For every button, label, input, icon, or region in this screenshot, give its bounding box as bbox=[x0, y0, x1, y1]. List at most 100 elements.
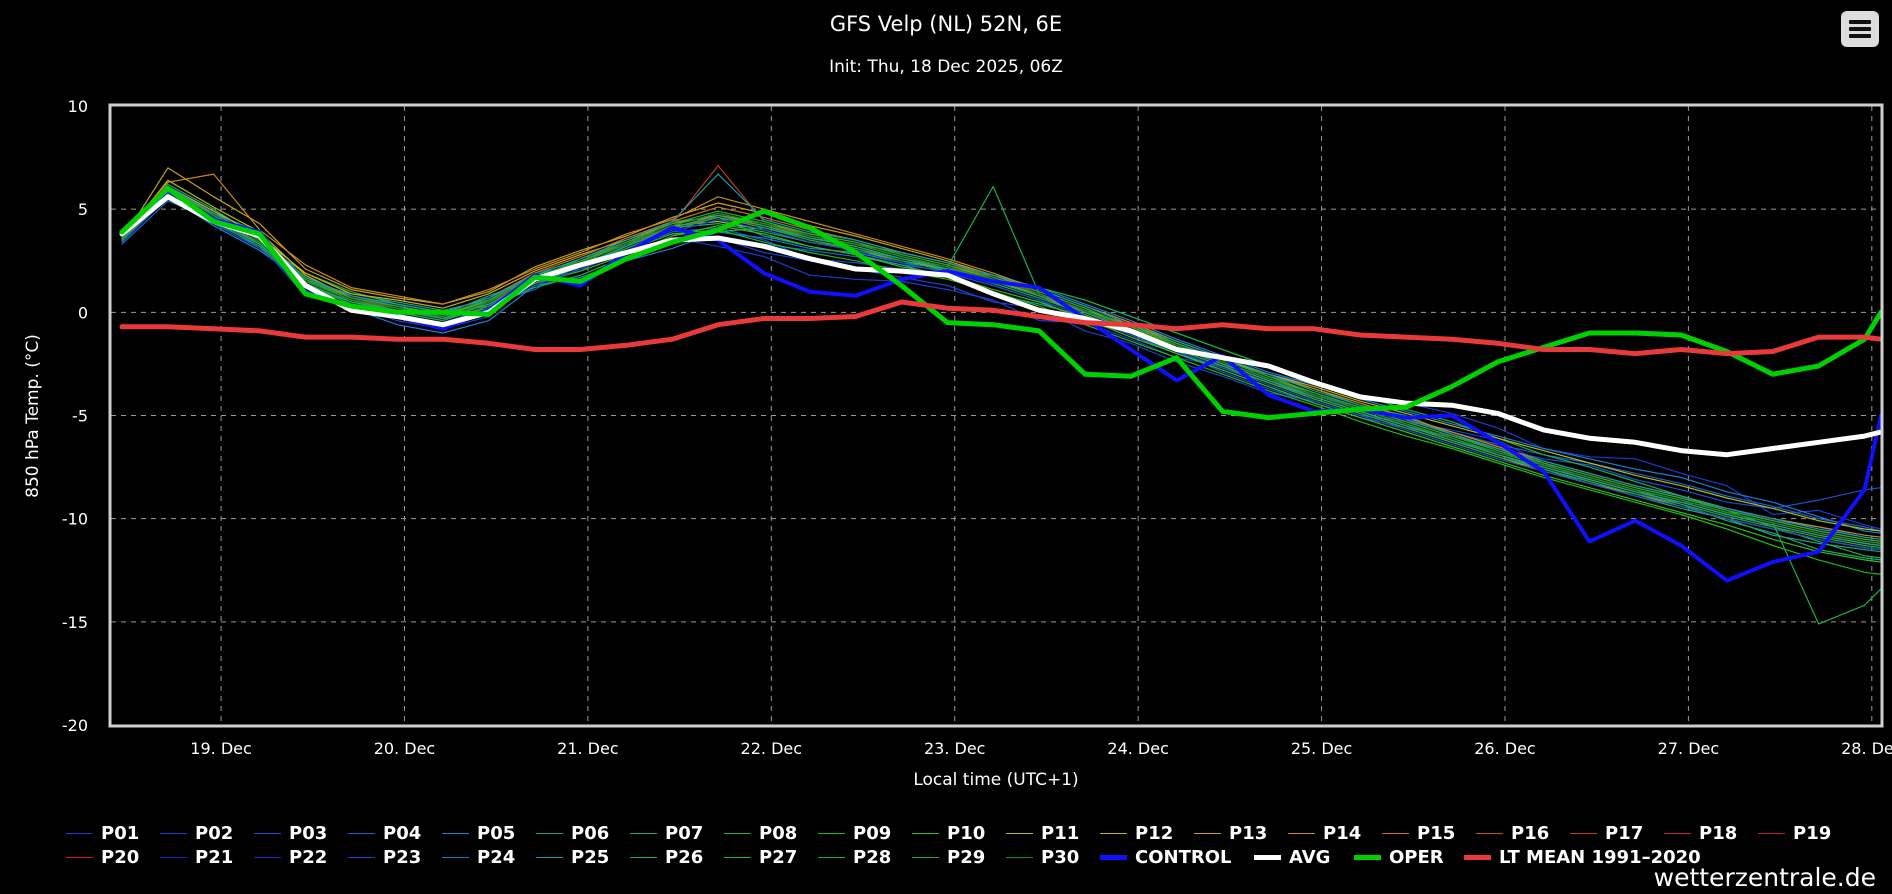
legend-item-p08[interactable]: P08 bbox=[724, 823, 818, 844]
legend-row: P01 P02 P03 P04 P05 P06 P07 P08 P09 P10 P11 P12 P13 P… bbox=[66, 821, 1866, 845]
series-line-p08 bbox=[121, 194, 1882, 559]
series-line-p15 bbox=[121, 187, 1882, 547]
legend-label: P11 bbox=[1041, 822, 1080, 844]
grid-layer bbox=[111, 106, 1881, 725]
legend-label: P08 bbox=[759, 822, 798, 844]
x-tick-label: 23. Dec bbox=[924, 739, 986, 758]
legend-swatch bbox=[348, 856, 375, 858]
legend-item-p25[interactable]: P25 bbox=[536, 847, 630, 868]
legend-item-p01[interactable]: P01 bbox=[66, 823, 160, 844]
legend-swatch bbox=[160, 856, 187, 858]
plot-frame bbox=[108, 103, 1884, 728]
legend-label: P23 bbox=[383, 846, 422, 868]
legend-label: P16 bbox=[1511, 822, 1550, 844]
series-line-p29 bbox=[121, 194, 1882, 549]
legend-item-p29[interactable]: P29 bbox=[912, 847, 1006, 868]
legend-item-p23[interactable]: P23 bbox=[348, 847, 442, 868]
series-line-p26 bbox=[121, 192, 1882, 547]
legend-swatch bbox=[442, 856, 469, 858]
legend-item-p16[interactable]: P16 bbox=[1476, 823, 1570, 844]
legend-item-p07[interactable]: P07 bbox=[630, 823, 724, 844]
hamburger-menu-icon[interactable] bbox=[1841, 11, 1879, 47]
legend-label: P06 bbox=[571, 822, 610, 844]
x-tick-label: 19. Dec bbox=[190, 739, 252, 758]
y-tick-label: -10 bbox=[62, 510, 88, 529]
legend-item-p06[interactable]: P06 bbox=[536, 823, 630, 844]
series-line-avg bbox=[119, 194, 1884, 458]
x-tick-label: 21. Dec bbox=[557, 739, 619, 758]
legend-label: AVG bbox=[1289, 846, 1331, 868]
legend-label: P24 bbox=[477, 846, 516, 868]
legend-item-p18[interactable]: P18 bbox=[1664, 823, 1758, 844]
chart-subtitle: Init: Thu, 18 Dec 2025, 06Z bbox=[829, 57, 1063, 77]
series-line-control bbox=[120, 188, 1883, 583]
legend-item-lt-mean-1991-2020[interactable]: LT MEAN 1991–2020 bbox=[1464, 847, 1704, 868]
legend-label: P28 bbox=[853, 846, 892, 868]
legend-label: P18 bbox=[1699, 822, 1738, 844]
series-line-p11 bbox=[121, 179, 1882, 532]
legend-label: P29 bbox=[947, 846, 986, 868]
series-line-p18 bbox=[121, 190, 1882, 545]
series-line-p19 bbox=[121, 192, 1882, 547]
legend-item-p12[interactable]: P12 bbox=[1100, 823, 1194, 844]
legend-swatch bbox=[1006, 832, 1033, 834]
legend-swatch bbox=[1100, 854, 1127, 860]
legend-item-p10[interactable]: P10 bbox=[912, 823, 1006, 844]
legend-swatch bbox=[1476, 832, 1503, 834]
legend-item-p27[interactable]: P27 bbox=[724, 847, 818, 868]
legend-label: P22 bbox=[289, 846, 328, 868]
series-line-p09 bbox=[121, 192, 1882, 576]
x-tick-label: 27. Dec bbox=[1658, 739, 1720, 758]
legend-item-p21[interactable]: P21 bbox=[160, 847, 254, 868]
legend-swatch bbox=[1758, 832, 1785, 834]
legend-item-p02[interactable]: P02 bbox=[160, 823, 254, 844]
y-tick-label: -5 bbox=[72, 407, 88, 426]
legend-swatch bbox=[912, 856, 939, 858]
legend-label: P15 bbox=[1417, 822, 1456, 844]
legend-item-p17[interactable]: P17 bbox=[1570, 823, 1664, 844]
legend-item-p03[interactable]: P03 bbox=[254, 823, 348, 844]
legend-swatch bbox=[1570, 832, 1597, 834]
legend-item-p15[interactable]: P15 bbox=[1382, 823, 1476, 844]
legend-swatch bbox=[1006, 856, 1033, 858]
legend-swatch bbox=[818, 856, 845, 858]
legend-item-p11[interactable]: P11 bbox=[1006, 823, 1100, 844]
legend-item-oper[interactable]: OPER bbox=[1354, 847, 1464, 868]
legend-item-p13[interactable]: P13 bbox=[1194, 823, 1288, 844]
legend-swatch bbox=[348, 832, 375, 834]
legend-item-p14[interactable]: P14 bbox=[1288, 823, 1382, 844]
series-line-p23 bbox=[121, 196, 1882, 551]
legend-label: CONTROL bbox=[1135, 846, 1232, 868]
series-layer bbox=[119, 165, 1884, 625]
legend-item-p19[interactable]: P19 bbox=[1758, 823, 1852, 844]
legend-label: P30 bbox=[1041, 846, 1080, 868]
legend-label: P17 bbox=[1605, 822, 1644, 844]
legend-label: P21 bbox=[195, 846, 234, 868]
legend-item-p04[interactable]: P04 bbox=[348, 823, 442, 844]
legend-label: P13 bbox=[1229, 822, 1268, 844]
legend-item-p22[interactable]: P22 bbox=[254, 847, 348, 868]
legend-item-p05[interactable]: P05 bbox=[442, 823, 536, 844]
legend-item-avg[interactable]: AVG bbox=[1254, 847, 1354, 868]
legend-label: LT MEAN 1991–2020 bbox=[1499, 846, 1701, 868]
legend-item-p20[interactable]: P20 bbox=[66, 847, 160, 868]
legend-swatch bbox=[160, 832, 187, 834]
x-tick-label: 25. Dec bbox=[1291, 739, 1353, 758]
legend-label: P04 bbox=[383, 822, 422, 844]
legend-item-p28[interactable]: P28 bbox=[818, 847, 912, 868]
legend-item-p30[interactable]: P30 bbox=[1006, 847, 1100, 868]
legend-item-p26[interactable]: P26 bbox=[630, 847, 724, 868]
legend-swatch bbox=[66, 832, 93, 834]
x-tick-label: 20. Dec bbox=[374, 739, 436, 758]
legend-item-p09[interactable]: P09 bbox=[818, 823, 912, 844]
x-tick-label: 28. Dec bbox=[1841, 739, 1892, 758]
y-tick-label: 0 bbox=[78, 303, 88, 322]
series-line-p20 bbox=[121, 190, 1882, 545]
y-tick-label: -20 bbox=[62, 716, 88, 735]
legend-swatch bbox=[818, 832, 845, 834]
legend-label: OPER bbox=[1389, 846, 1444, 868]
legend-item-p24[interactable]: P24 bbox=[442, 847, 536, 868]
legend-item-control[interactable]: CONTROL bbox=[1100, 847, 1254, 868]
y-axis-ticks: 10 5 0 -5 -10 -15 -20 bbox=[62, 97, 88, 735]
legend-swatch bbox=[536, 832, 563, 834]
